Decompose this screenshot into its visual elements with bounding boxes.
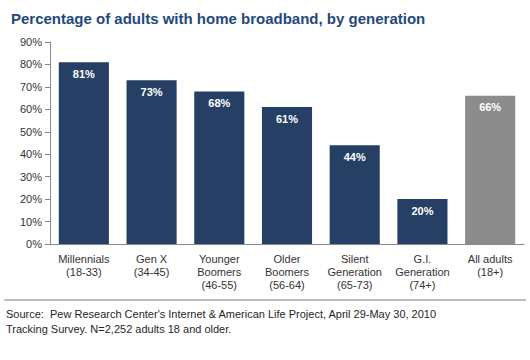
svg-text:All adults: All adults [468,253,513,265]
svg-text:(56-64): (56-64) [269,279,304,291]
svg-text:50%: 50% [20,126,42,138]
svg-text:30%: 30% [20,171,42,183]
svg-text:73%: 73% [141,86,163,98]
svg-text:90%: 90% [20,36,42,48]
svg-text:(46-55): (46-55) [202,279,237,291]
svg-text:66%: 66% [479,101,501,113]
svg-text:(74+): (74+) [409,279,435,291]
svg-text:Gen X: Gen X [136,253,168,265]
svg-text:G.I.: G.I. [414,253,432,265]
svg-text:10%: 10% [20,216,42,228]
svg-text:70%: 70% [20,81,42,93]
svg-text:61%: 61% [276,113,298,125]
svg-text:Boomers: Boomers [197,266,242,278]
svg-text:Boomers: Boomers [265,266,310,278]
svg-text:Silent: Silent [341,253,369,265]
svg-text:80%: 80% [20,58,42,70]
svg-text:(34-45): (34-45) [134,266,169,278]
svg-text:(65-73): (65-73) [337,279,372,291]
svg-text:(18+): (18+) [477,266,503,278]
svg-text:Percentage of adults with home: Percentage of adults with home broadband… [11,10,425,27]
svg-text:20%: 20% [20,193,42,205]
svg-text:Tracking Survey. N=2,252 adult: Tracking Survey. N=2,252 adults 18 and o… [6,323,231,335]
svg-text:44%: 44% [344,151,366,163]
svg-text:Generation: Generation [327,266,381,278]
svg-text:40%: 40% [20,148,42,160]
svg-text:0%: 0% [26,238,42,250]
svg-text:81%: 81% [73,68,95,80]
svg-text:Millennials: Millennials [58,253,110,265]
svg-text:20%: 20% [411,205,433,217]
svg-text:68%: 68% [208,97,230,109]
svg-text:(18-33): (18-33) [66,266,101,278]
svg-text:Younger: Younger [199,253,240,265]
svg-text:Generation: Generation [395,266,449,278]
svg-text:Source: Pew Research Center's: Source: Pew Research Center's Internet &… [6,308,436,320]
svg-text:60%: 60% [20,103,42,115]
svg-text:Older: Older [274,253,301,265]
